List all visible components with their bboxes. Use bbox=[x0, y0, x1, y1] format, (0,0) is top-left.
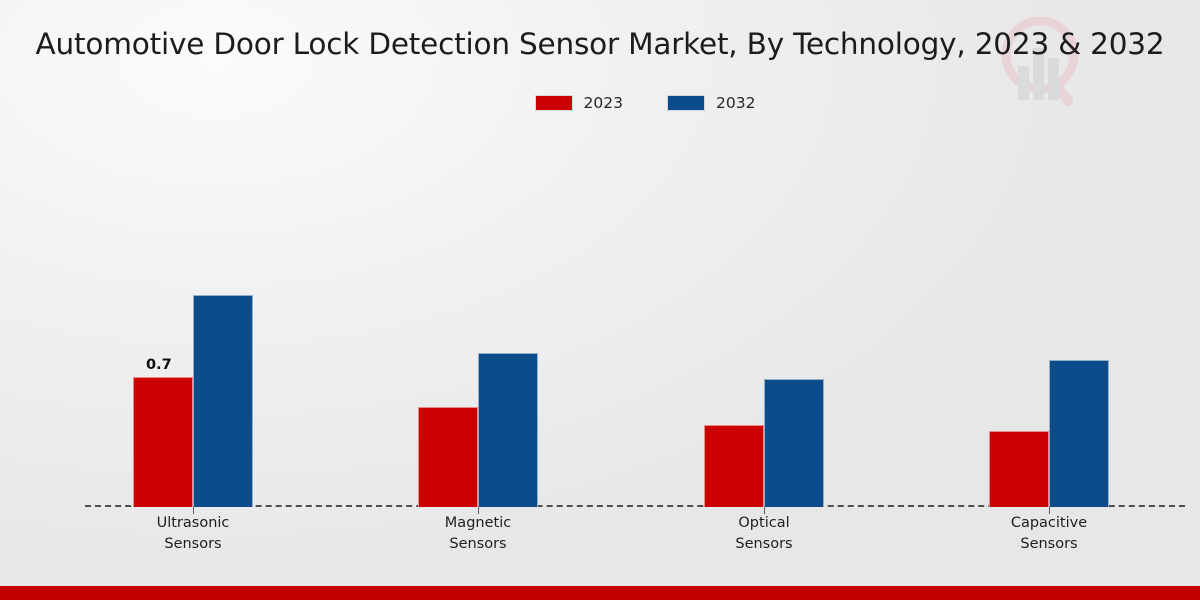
x-axis-label-line: Magnetic bbox=[444, 515, 512, 531]
x-axis-label-line: Sensors bbox=[449, 536, 507, 552]
page-title: Automotive Door Lock Detection Sensor Ma… bbox=[35, 27, 1165, 61]
plot-area: 0.7 bbox=[85, 150, 1185, 514]
bar-2032-capacitive-sensors[interactable] bbox=[1049, 360, 1109, 507]
x-axis-label-capacitive-sensors: Capacitive Sensors bbox=[969, 513, 1129, 555]
x-axis-baseline bbox=[85, 505, 1185, 507]
bar-2023-optical-sensors[interactable] bbox=[704, 425, 764, 507]
bar-data-label: 0.7 bbox=[146, 356, 172, 373]
x-axis-label-optical-sensors: Optical Sensors bbox=[684, 513, 844, 555]
x-axis-label-ultrasonic-sensors: Ultrasonic Sensors bbox=[113, 513, 273, 555]
legend-item-2023[interactable]: 2023 bbox=[534, 94, 623, 112]
bar-2032-optical-sensors[interactable] bbox=[764, 378, 824, 507]
bar-2023-capacitive-sensors[interactable] bbox=[989, 430, 1049, 507]
x-axis-label-line: Sensors bbox=[735, 536, 793, 552]
chart-legend: 2023 2032 bbox=[0, 94, 1200, 112]
x-axis-tick bbox=[193, 507, 194, 514]
x-axis-tick bbox=[1049, 507, 1050, 514]
legend-label-2032: 2032 bbox=[716, 94, 756, 112]
x-axis-label-line: Capacitive bbox=[1010, 515, 1088, 531]
legend-swatch-2023 bbox=[534, 95, 573, 111]
x-axis-label-line: Ultrasonic bbox=[156, 515, 230, 531]
legend-swatch-2032 bbox=[667, 95, 705, 111]
x-axis-tick bbox=[764, 507, 765, 514]
legend-item-2032[interactable]: 2032 bbox=[667, 94, 755, 112]
bar-2032-magnetic-sensors[interactable] bbox=[478, 352, 538, 507]
x-axis-label-line: Sensors bbox=[1020, 536, 1078, 552]
bar-2023-ultrasonic-sensors[interactable] bbox=[133, 376, 193, 507]
x-axis-label-magnetic-sensors: Magnetic Sensors bbox=[398, 513, 558, 555]
legend-label-2023: 2023 bbox=[583, 94, 623, 112]
x-axis-label-line: Sensors bbox=[164, 536, 222, 552]
bar-2032-ultrasonic-sensors[interactable] bbox=[193, 295, 253, 507]
x-axis-tick bbox=[478, 507, 479, 514]
bar-2023-magnetic-sensors[interactable] bbox=[418, 406, 478, 507]
footer-accent-bar bbox=[0, 586, 1200, 600]
x-axis-label-line: Optical bbox=[738, 515, 790, 531]
